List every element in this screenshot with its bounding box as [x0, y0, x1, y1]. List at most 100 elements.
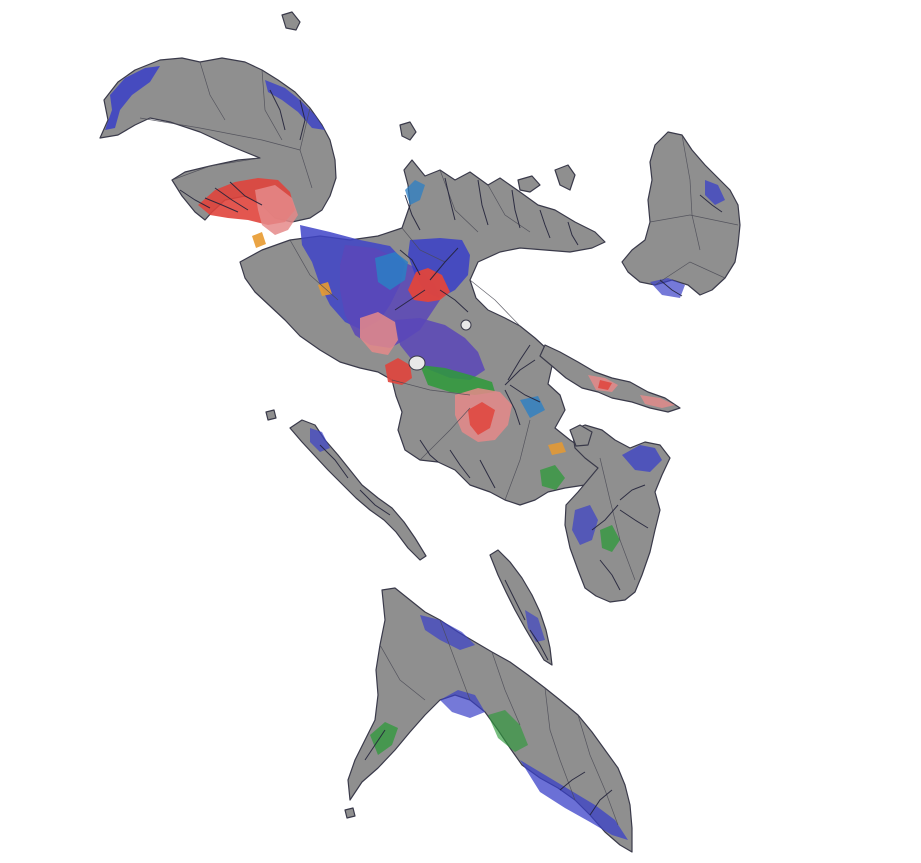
islet-northeast-2 [517, 175, 541, 193]
drainage-line [214, 187, 249, 211]
zone-blue-northwest [105, 66, 160, 130]
zone-red-central-cone [408, 268, 450, 302]
drainage-line [404, 194, 421, 231]
zone-layer [105, 66, 725, 840]
islet-northeast-1 [554, 164, 576, 191]
zone-green-south-peninsula [600, 525, 620, 552]
zone-blue-north-coast [265, 80, 325, 130]
drainage-line [444, 177, 456, 221]
drainage-line [539, 209, 551, 239]
zone-green-central-east [540, 465, 565, 490]
drainage-line [319, 444, 349, 479]
zone-blue-southern-island-inner [440, 690, 485, 718]
boundary-line [261, 69, 283, 141]
crater-layer [408, 319, 472, 371]
zone-blue-narrow-island [525, 610, 545, 642]
drainage-line [511, 189, 521, 229]
boundary-line [487, 184, 531, 233]
island-north-small [281, 11, 301, 31]
drainage-line [504, 359, 536, 386]
drainage-line [619, 484, 646, 501]
boundary-line [439, 169, 479, 233]
zone-green-southern-island-inner [488, 710, 528, 752]
drainage-line [359, 489, 391, 516]
zone-blue-south-peninsula [622, 445, 662, 472]
drainage-line [364, 729, 386, 761]
boundary-line [379, 644, 426, 701]
islet-south-1 [344, 807, 356, 819]
drainage-line [504, 389, 521, 426]
drainage-line [591, 504, 619, 531]
boundary-line [419, 407, 471, 461]
drainage-line [619, 509, 649, 529]
zone-steelblue-northeast [405, 180, 425, 205]
boundary-line [654, 261, 726, 286]
island-east-small-1 [569, 424, 593, 447]
boundary-line [299, 107, 313, 189]
zone-purple-south-central [395, 318, 485, 380]
drainage-line [299, 99, 306, 141]
zone-red-south-central [468, 402, 495, 435]
boundary-line [391, 379, 471, 396]
boundary-line [504, 419, 531, 501]
zone-red-east-strip [598, 380, 612, 390]
zone-red-volcano-2 [385, 358, 412, 385]
boundary-line [491, 651, 521, 726]
boundary-line [544, 687, 576, 801]
zone-steelblue-central [375, 252, 408, 290]
zone-salmon-east-tip [640, 395, 675, 408]
drainage-line [229, 181, 263, 206]
drainage-line [529, 629, 549, 661]
boundary-line [681, 134, 701, 251]
zone-green-central-band [420, 365, 495, 395]
drainage-line [179, 189, 211, 209]
long-island-west [289, 419, 427, 561]
drainage-line [399, 249, 421, 276]
zone-blue-east-island [705, 180, 725, 205]
boundary-line [599, 457, 636, 581]
drainage-line [559, 771, 586, 791]
zone-blue-south-peninsula-west [572, 505, 598, 545]
drainage-layer [179, 89, 723, 816]
crater-2 [460, 319, 472, 331]
drainage-line [504, 579, 526, 621]
zone-green-southern-island-west [370, 722, 398, 755]
drainage-line [589, 789, 613, 816]
drainage-line [269, 89, 286, 131]
drainage-line [479, 459, 496, 489]
drainage-line [509, 384, 541, 403]
boundary-layer [139, 61, 739, 826]
drainage-line [429, 247, 459, 281]
drainage-line [699, 194, 723, 213]
boundary-line [649, 214, 739, 226]
drainage-line [659, 279, 683, 297]
boundary-line [401, 227, 446, 263]
boundary-line [469, 279, 521, 327]
boundary-line [139, 117, 301, 151]
drainage-line [449, 449, 471, 479]
zone-salmon-central [360, 312, 398, 355]
zone-blue-southern-island-south [520, 760, 628, 840]
boundary-line [577, 714, 619, 826]
drainage-line [507, 344, 531, 381]
drainage-line [394, 289, 426, 311]
islet-northwest-1 [399, 121, 417, 141]
islet-west-1 [265, 409, 277, 421]
drainage-line [599, 559, 621, 591]
zone-blue-southern-island-north [420, 615, 475, 650]
zone-blue-long-island [310, 428, 330, 452]
zone-orange-west [252, 232, 266, 248]
drainage-line [419, 439, 439, 463]
boundary-line [289, 239, 339, 301]
eastern-island-north [621, 131, 741, 296]
drainage-line [439, 289, 469, 313]
boundary-line [439, 619, 471, 701]
zone-salmon-west [255, 185, 298, 235]
boundary-line [171, 157, 261, 181]
small-island-east-strip [539, 344, 681, 413]
boundary-line [199, 61, 226, 121]
crater-1 [408, 355, 426, 371]
drainage-line [477, 179, 489, 226]
drainage-line [204, 197, 239, 213]
